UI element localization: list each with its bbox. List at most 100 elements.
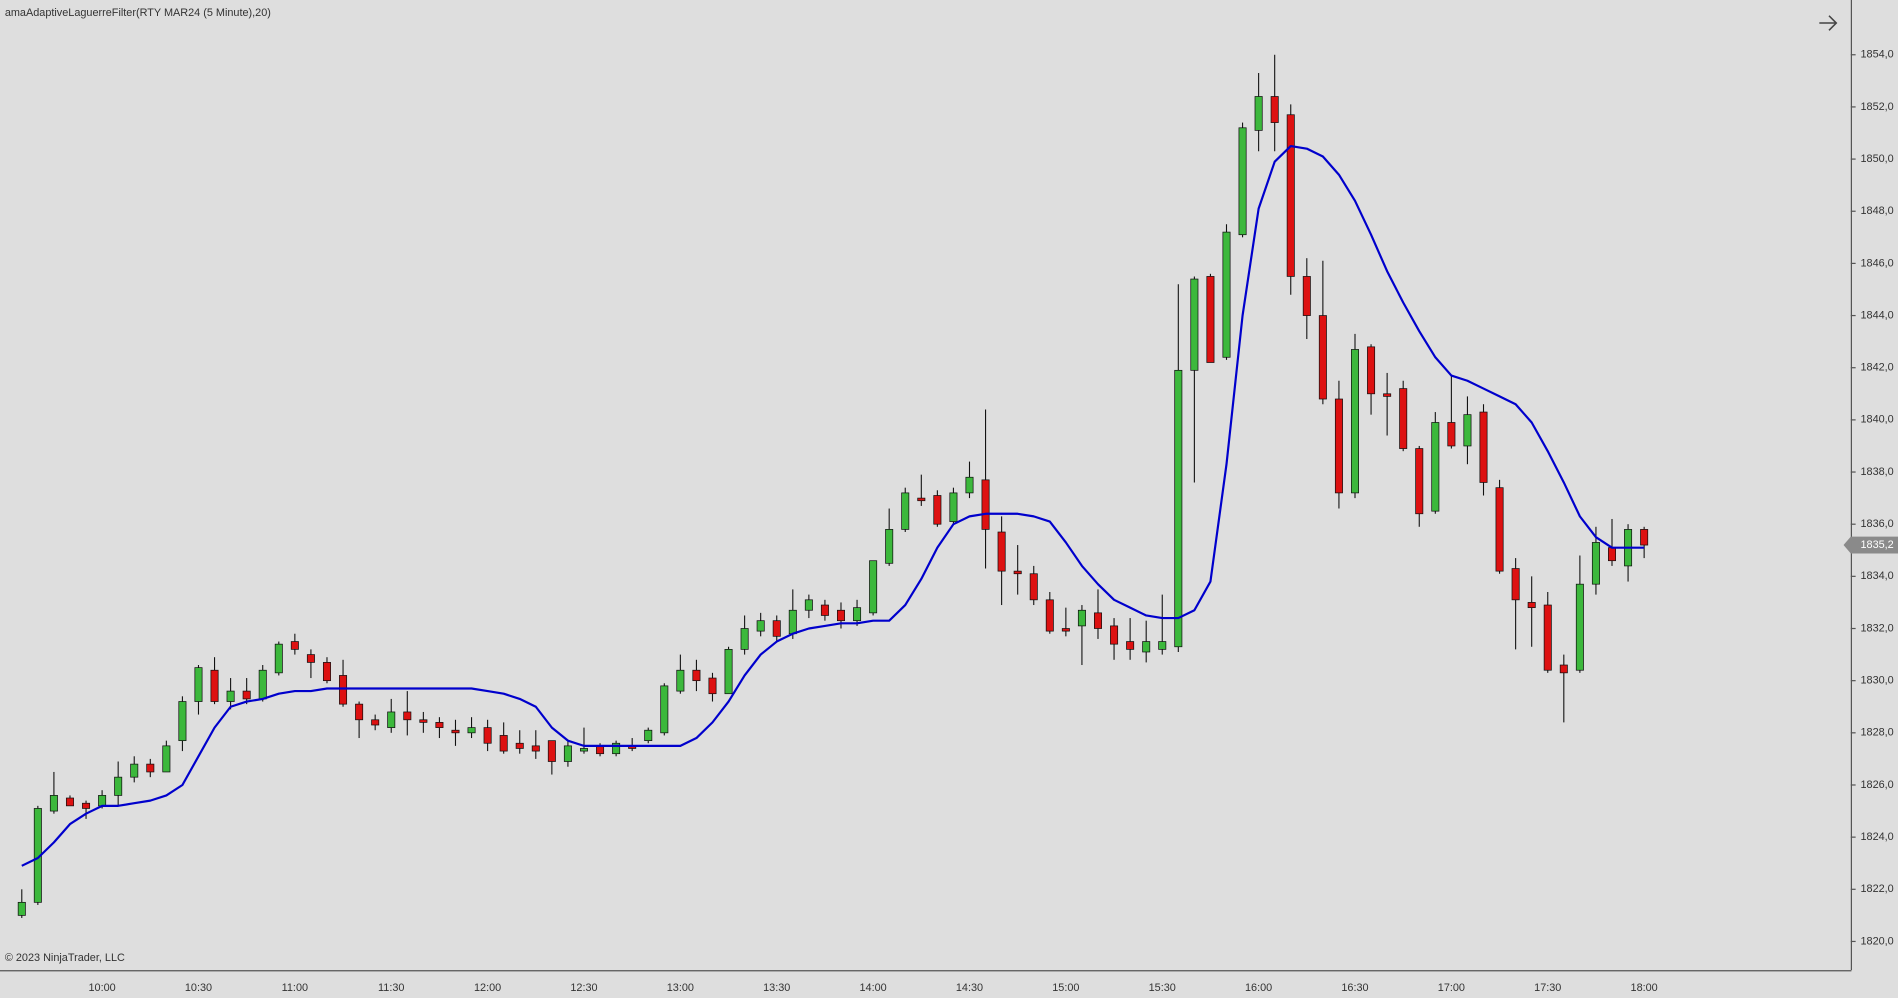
candle-body [885, 529, 894, 564]
y-tick-label: 1844,0 [1860, 309, 1893, 321]
candle-body [1013, 570, 1022, 575]
candle-body [1270, 96, 1279, 123]
candle-body [1351, 349, 1359, 494]
candle-body [1608, 547, 1616, 562]
candle-body [1094, 612, 1102, 629]
candle-body [371, 719, 380, 726]
x-tick-label: 12:00 [474, 982, 501, 994]
candle-body [49, 795, 58, 812]
candle-body [901, 492, 910, 530]
x-tick-label: 12:30 [570, 982, 597, 994]
candle-body [1045, 599, 1054, 632]
candle-body [612, 742, 621, 755]
navigate-arrow[interactable] [1819, 15, 1838, 31]
candle-body [1640, 529, 1649, 546]
x-tick-label: 15:30 [1149, 982, 1176, 994]
candle-body [162, 745, 171, 773]
candle-body [917, 497, 926, 502]
candle-body [1559, 664, 1568, 674]
candle-body [1077, 609, 1086, 627]
x-tick-label: 16:30 [1341, 982, 1368, 994]
y-tick-label: 1830,0 [1860, 675, 1893, 687]
candle-body [499, 735, 508, 752]
x-tick-label: 17:00 [1438, 982, 1465, 994]
y-tick-label: 1854,0 [1860, 49, 1893, 61]
candle-body [1318, 315, 1327, 400]
candle-body [547, 740, 556, 762]
y-tick-label: 1822,0 [1860, 883, 1893, 895]
y-tick-label: 1850,0 [1860, 153, 1893, 165]
candle-body [1479, 411, 1488, 483]
y-tick-label: 1836,0 [1860, 518, 1893, 530]
indicator-title: amaAdaptiveLaguerreFilter(RTY MAR24 (5 M… [5, 7, 271, 19]
x-tick-label: 10:00 [88, 982, 115, 994]
candle-body [242, 690, 251, 700]
y-tick-label: 1820,0 [1860, 935, 1893, 947]
candle-body [355, 703, 364, 721]
candles [17, 54, 1649, 918]
x-tick-label: 10:30 [185, 982, 212, 994]
candle-body [933, 495, 942, 525]
candle-body [836, 609, 845, 622]
candle-body [258, 669, 267, 700]
candle-body [853, 607, 862, 622]
x-tick-label: 16:00 [1245, 982, 1272, 994]
candle-body [274, 643, 283, 674]
last-price-marker [1843, 536, 1898, 554]
candle-body [419, 719, 428, 723]
candle-body [435, 722, 444, 728]
candle-body [869, 560, 878, 614]
candle-body [306, 654, 315, 663]
candle-body [1190, 278, 1199, 371]
y-tick-label: 1840,0 [1860, 414, 1893, 426]
candle-body [387, 711, 396, 728]
candle-body [98, 795, 107, 807]
candle-body [339, 675, 348, 705]
arrow-head[interactable] [1828, 15, 1838, 31]
candle-body [965, 476, 974, 494]
candle-body [178, 701, 187, 742]
last-price-label: 1835,2 [1860, 539, 1893, 551]
candle-body [1591, 542, 1600, 585]
x-tick-label: 18:00 [1631, 982, 1658, 994]
candle-body [403, 711, 412, 721]
candle-body [1110, 625, 1119, 645]
candle-body [531, 745, 540, 752]
candle-body [724, 649, 733, 695]
candle-body [708, 677, 717, 695]
candle-body [483, 727, 492, 744]
candle-body [740, 628, 749, 650]
candle-body [660, 685, 669, 734]
candle-body [981, 479, 990, 530]
candle-body [1495, 487, 1504, 572]
candle-body [1158, 641, 1167, 650]
candle-body [1543, 604, 1552, 671]
y-tick-label: 1826,0 [1860, 779, 1893, 791]
candle-body [1206, 276, 1215, 363]
candle-body [676, 669, 685, 692]
candle-body [82, 802, 91, 809]
candle-body [65, 797, 74, 807]
candle-body [114, 776, 123, 796]
candle-body [1029, 573, 1038, 601]
candle-body [17, 901, 26, 916]
candle-body [1238, 127, 1247, 236]
candle-body [579, 748, 588, 752]
y-tick-label: 1832,0 [1860, 622, 1893, 634]
candle-body [772, 620, 781, 637]
candle-body [596, 745, 605, 755]
x-tick-label: 14:00 [860, 982, 887, 994]
candle-body [1126, 641, 1135, 650]
y-tick-label: 1852,0 [1860, 101, 1893, 113]
y-tick-label: 1834,0 [1860, 570, 1893, 582]
candle-body [1174, 369, 1183, 648]
candle-body [563, 745, 572, 762]
candle-body [1399, 388, 1408, 449]
candle-body [515, 742, 524, 749]
y-tick-label: 1842,0 [1860, 362, 1893, 374]
candle-body [451, 729, 460, 734]
candle-body [1511, 568, 1520, 601]
x-tick-label: 13:30 [763, 982, 790, 994]
candle-body [1575, 583, 1584, 671]
y-tick-label: 1838,0 [1860, 466, 1893, 478]
